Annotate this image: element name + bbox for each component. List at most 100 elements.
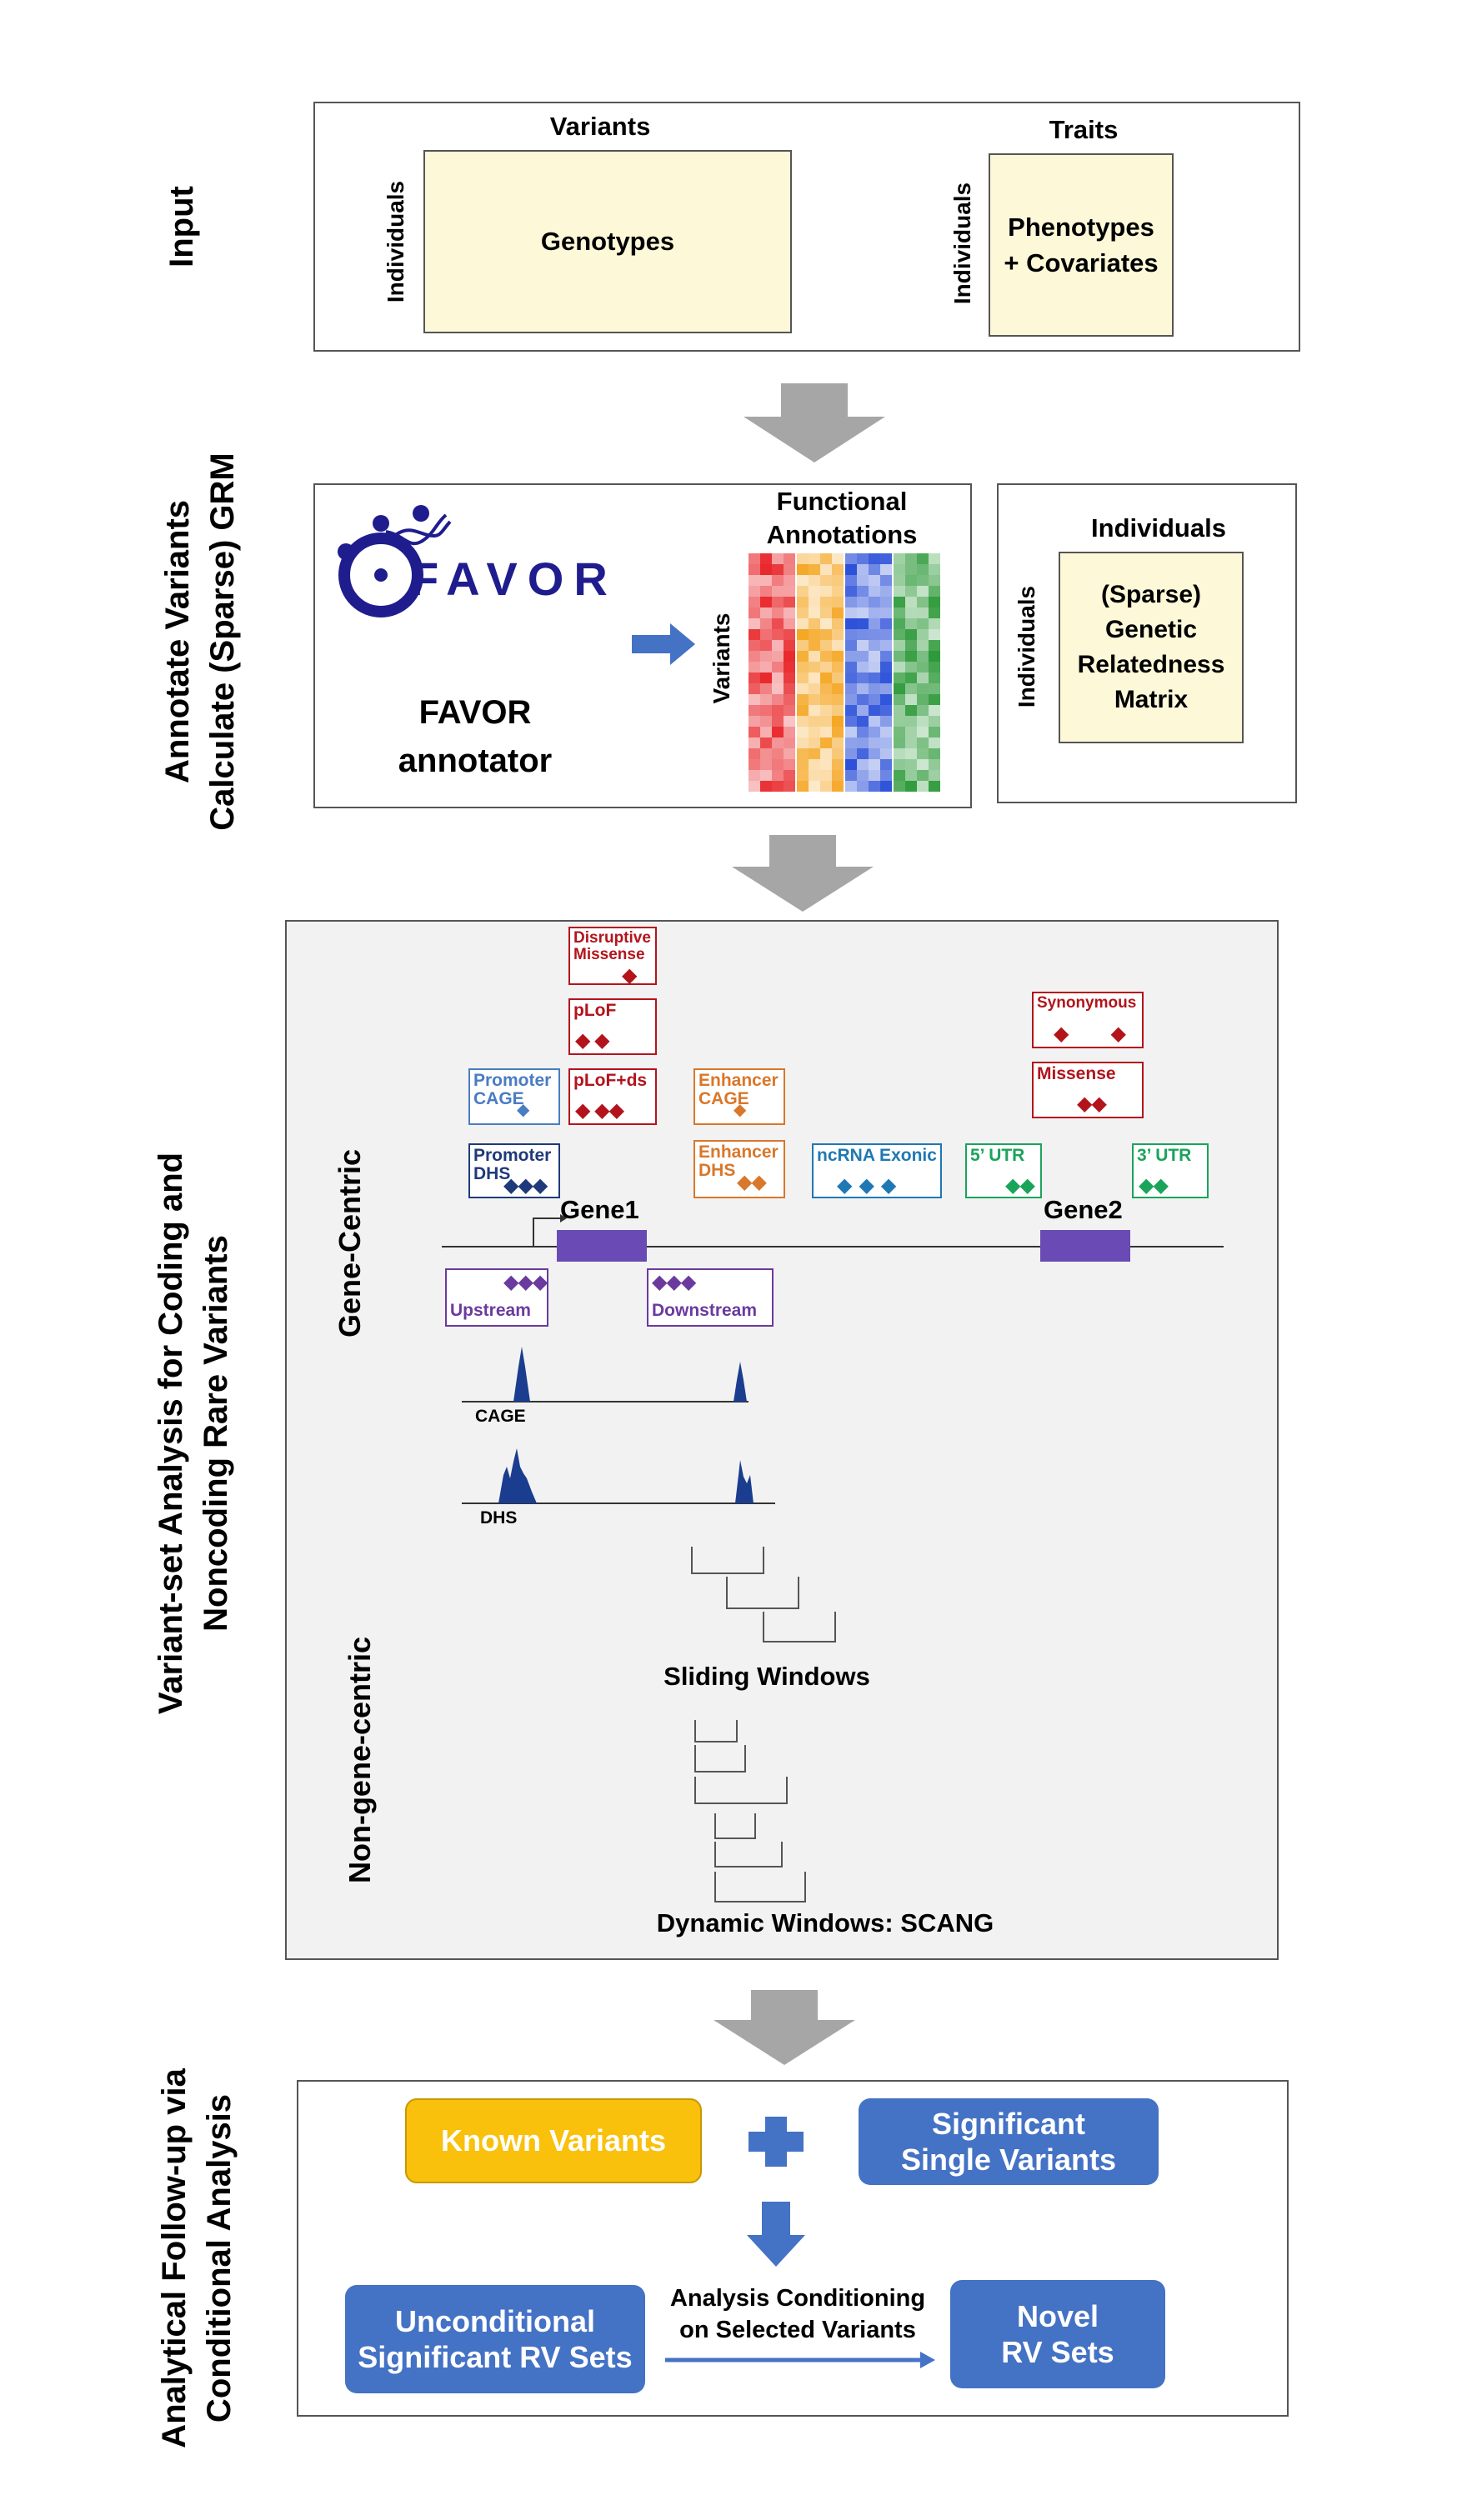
heatmap-cell bbox=[832, 759, 844, 770]
heatmap-cell bbox=[880, 651, 892, 662]
heatmap-cell bbox=[869, 640, 880, 651]
heatmap-cell bbox=[869, 608, 880, 618]
heatmap-cell bbox=[905, 629, 917, 640]
functional-annotation-heatmap bbox=[749, 553, 940, 792]
heatmap-cell bbox=[929, 781, 940, 792]
heatmap-cell bbox=[880, 586, 892, 597]
heatmap-cell bbox=[929, 672, 940, 683]
heatmap-cell bbox=[880, 640, 892, 651]
heatmap-cell bbox=[869, 662, 880, 672]
heatmap-cell bbox=[905, 759, 917, 770]
heatmap-cell bbox=[784, 748, 795, 759]
heatmap-cell bbox=[772, 553, 784, 564]
heatmap-cell bbox=[784, 553, 795, 564]
heatmap-cell bbox=[832, 727, 844, 738]
heatmap-cell bbox=[797, 727, 809, 738]
heatmap-cell bbox=[760, 575, 772, 586]
heatmap-cell bbox=[845, 553, 857, 564]
unconditional-rv-sets-box: Unconditional Significant RV Sets bbox=[345, 2285, 645, 2393]
heatmap-cell bbox=[797, 748, 809, 759]
heatmap-cell bbox=[857, 672, 869, 683]
heatmap-cell bbox=[857, 564, 869, 575]
heatmap-cell bbox=[820, 694, 832, 705]
heatmap-cell bbox=[760, 651, 772, 662]
conditioning-label: Analysis Conditioning on Selected Varian… bbox=[669, 2285, 926, 2343]
heatmap-cell bbox=[905, 716, 917, 727]
heatmap-cell bbox=[857, 748, 869, 759]
plus-icon bbox=[749, 2117, 804, 2167]
heatmap-cell bbox=[894, 727, 905, 738]
heatmap-cell bbox=[784, 694, 795, 705]
heatmap-cell bbox=[749, 705, 760, 716]
heatmap-cell bbox=[797, 597, 809, 608]
dhs-track-label: DHS bbox=[480, 1508, 518, 1528]
heatmap-cell bbox=[749, 575, 760, 586]
heatmap-cell bbox=[845, 694, 857, 705]
heatmap-cell bbox=[832, 651, 844, 662]
heatmap-cell bbox=[857, 575, 869, 586]
heatmap-cell bbox=[894, 672, 905, 683]
heatmap-cell bbox=[869, 618, 880, 629]
heatmap-cell bbox=[820, 727, 832, 738]
heatmap-cell bbox=[894, 575, 905, 586]
heatmap-cell bbox=[869, 672, 880, 683]
heatmap-cell bbox=[797, 564, 809, 575]
heatmap-cell bbox=[760, 727, 772, 738]
heatmap-cell bbox=[820, 586, 832, 597]
heatmap-cell bbox=[869, 651, 880, 662]
heatmap-cell bbox=[809, 683, 820, 694]
heatmap-cell bbox=[845, 662, 857, 672]
heatmap-cell bbox=[894, 564, 905, 575]
heatmap-cell bbox=[894, 629, 905, 640]
heatmap-cell bbox=[784, 770, 795, 781]
plof-box: pLoF ◆ ◆ bbox=[568, 998, 657, 1055]
heatmap-cell bbox=[809, 781, 820, 792]
heatmap-cell bbox=[929, 553, 940, 564]
heatmap-cell bbox=[869, 748, 880, 759]
heatmap-cell bbox=[869, 770, 880, 781]
heatmap-cell bbox=[809, 705, 820, 716]
heatmap-cell bbox=[832, 694, 844, 705]
heatmap-cell bbox=[857, 759, 869, 770]
heatmap-cell bbox=[832, 662, 844, 672]
heatmap-cell bbox=[929, 727, 940, 738]
heatmap-cell bbox=[929, 738, 940, 748]
heatmap-cell bbox=[894, 759, 905, 770]
heatmap-cell bbox=[917, 748, 929, 759]
heatmap-cell bbox=[784, 672, 795, 683]
heatmap-cell bbox=[917, 759, 929, 770]
heatmap-cell bbox=[929, 618, 940, 629]
heatmap-cell bbox=[797, 716, 809, 727]
heatmap-cell bbox=[832, 705, 844, 716]
heatmap-cell bbox=[929, 748, 940, 759]
heatmap-cell bbox=[905, 727, 917, 738]
cage-track-label: CAGE bbox=[475, 1407, 526, 1426]
heatmap-cell bbox=[749, 651, 760, 662]
heatmap-cell bbox=[760, 716, 772, 727]
heatmap-cell bbox=[880, 618, 892, 629]
phenotypes-box: Phenotypes + Covariates bbox=[989, 153, 1174, 337]
annotate-arrow bbox=[632, 623, 695, 665]
heatmap-cell bbox=[905, 738, 917, 748]
heatmap-cell bbox=[772, 738, 784, 748]
heatmap-cell bbox=[917, 575, 929, 586]
heatmap-cell bbox=[929, 759, 940, 770]
heatmap-cell bbox=[869, 694, 880, 705]
heatmap-cell bbox=[880, 705, 892, 716]
heatmap-cell bbox=[784, 640, 795, 651]
heatmap-cell bbox=[749, 640, 760, 651]
heatmap-cell bbox=[809, 618, 820, 629]
heatmap-cell bbox=[809, 672, 820, 683]
heatmap-cell bbox=[880, 575, 892, 586]
heatmap-cell bbox=[820, 553, 832, 564]
heatmap-cell bbox=[845, 586, 857, 597]
heatmap-cell bbox=[929, 629, 940, 640]
flow-arrow-1 bbox=[744, 383, 885, 462]
heatmap-cell bbox=[880, 727, 892, 738]
gene2-label: Gene2 bbox=[1044, 1195, 1123, 1224]
heatmap-cell bbox=[845, 705, 857, 716]
heatmap-cell bbox=[760, 759, 772, 770]
heatmap-cell bbox=[749, 629, 760, 640]
